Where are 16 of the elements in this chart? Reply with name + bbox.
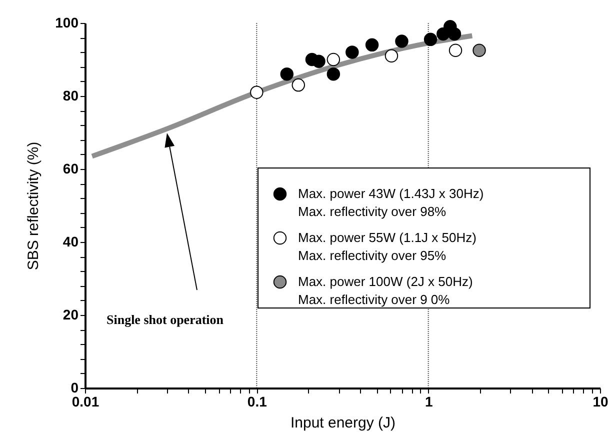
y-tick-label: 100 [55, 14, 79, 30]
x-tick-label: 0.01 [72, 394, 100, 410]
y-tick-label: 20 [62, 306, 79, 322]
x-axis-title: Input energy (J) [290, 414, 396, 432]
legend-label: Max. power 55W (1.1J x 50Hz) Max. reflectivity over 95% [298, 230, 476, 263]
legend-label: Max. power 43W (1.43J x 30Hz) Max. reflectivity over 98% [298, 186, 484, 219]
legend-label: Max. power 100W (2J x 50Hz) Max. reflectivity over 9 0% [298, 274, 473, 307]
y-axis-title: SBS reflectivity (%) [25, 142, 42, 270]
y-tick-label: 60 [62, 160, 79, 176]
x-tick-label: 10 [592, 394, 608, 410]
x-tick-label: 1 [424, 394, 433, 410]
x-tick-label: 0.1 [247, 394, 268, 410]
y-tick-label: 40 [62, 234, 79, 250]
y-tick-label: 80 [62, 88, 79, 104]
annotation: Single shot operation [106, 312, 224, 327]
y-tick-label: 0 [70, 380, 79, 396]
